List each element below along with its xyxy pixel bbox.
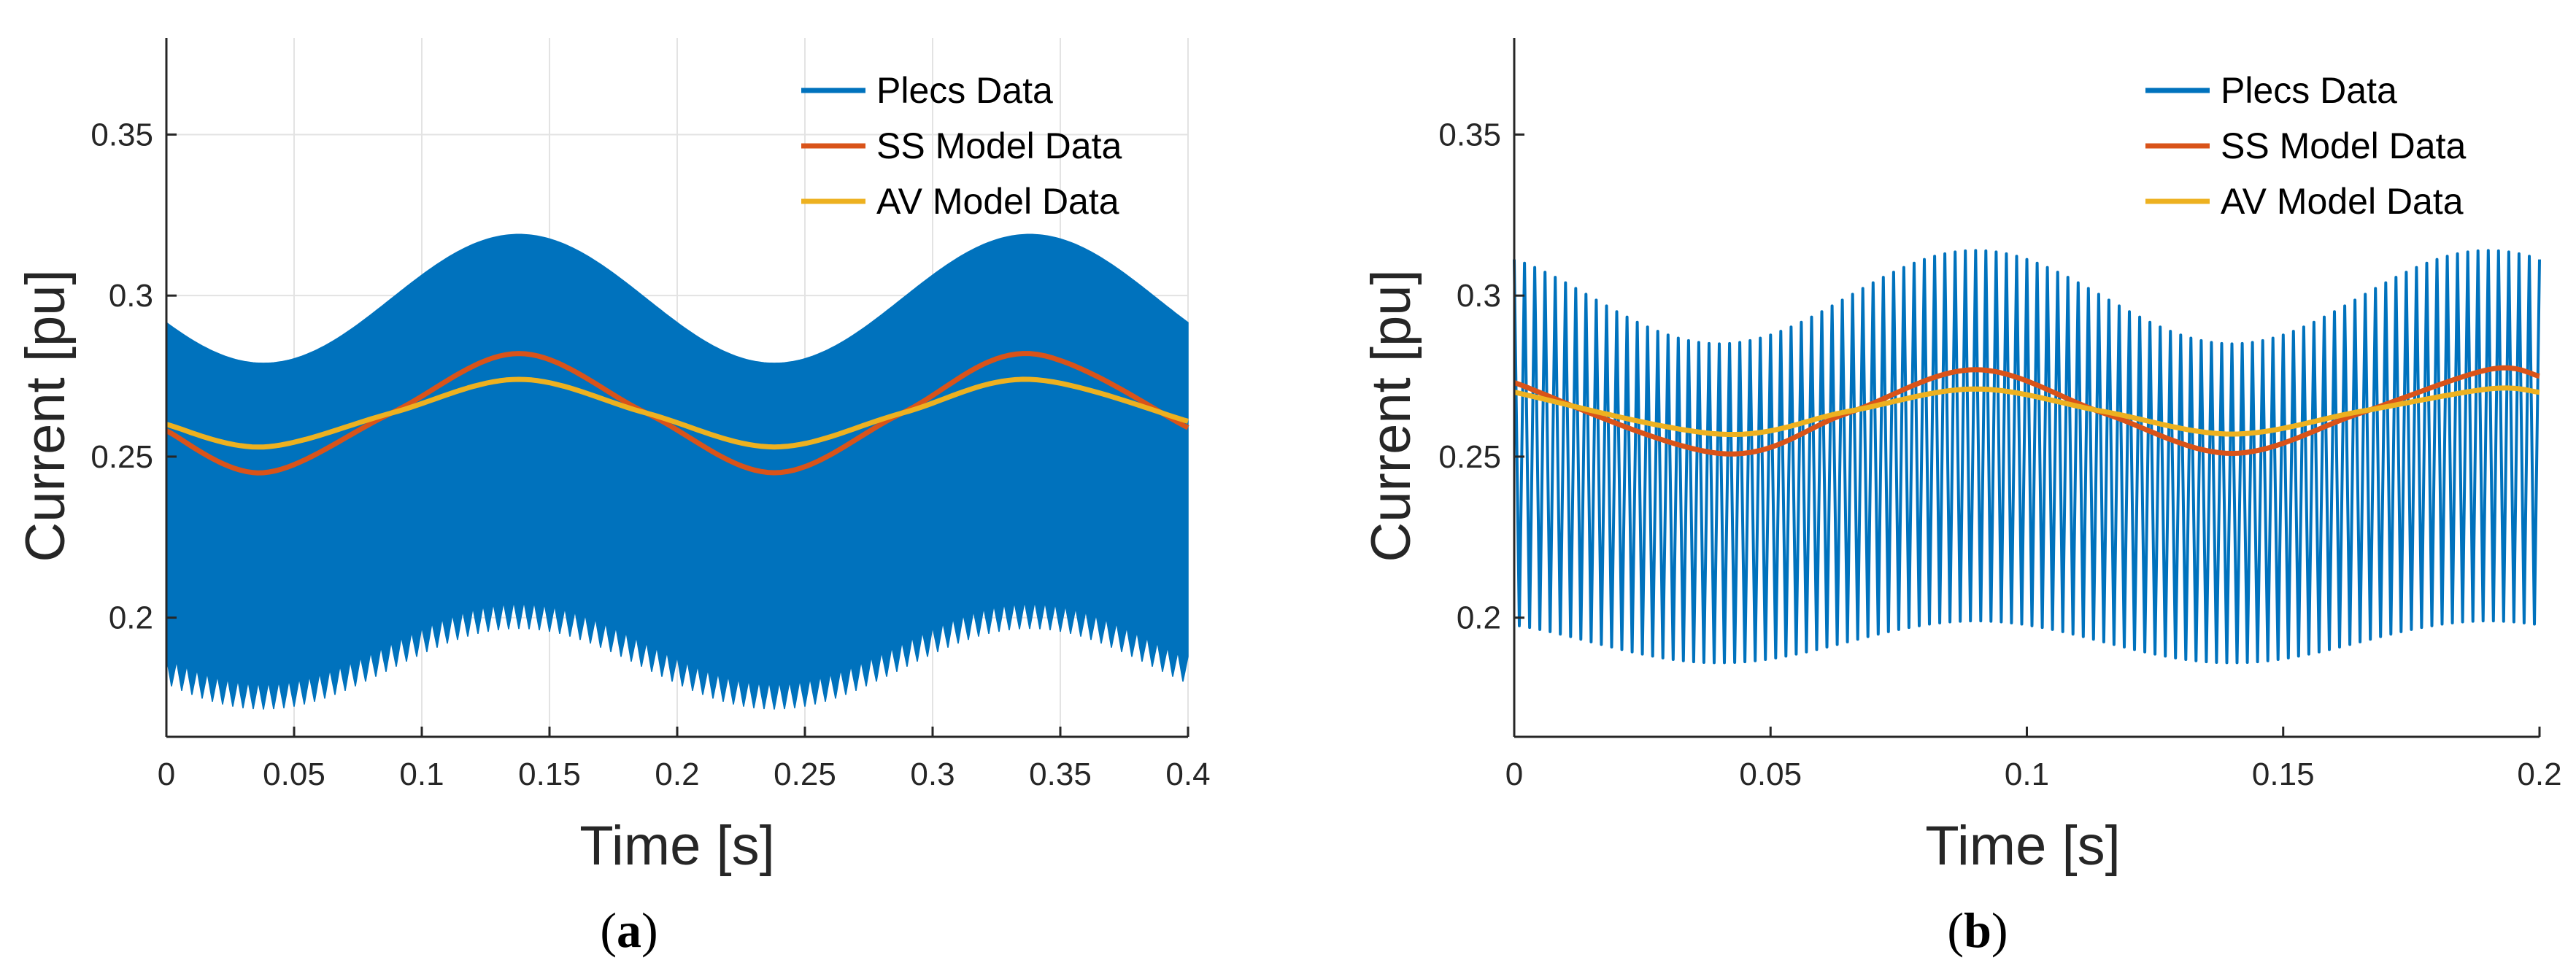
panel-b-y-tick-labels: 0.2 0.25 0.3 0.35 xyxy=(1438,117,1501,635)
panel-a-legend-av-label: AV Model Data xyxy=(876,181,1119,222)
panel-a-y-tick-labels: 0.2 0.25 0.3 0.35 xyxy=(90,117,153,635)
plecs-data-series xyxy=(1513,249,2541,665)
panel-b-legend-plecs-label: Plecs Data xyxy=(2221,70,2397,111)
y-tick-label-3: 0.35 xyxy=(1438,117,1501,152)
x-tick-label-1: 0.05 xyxy=(263,757,325,792)
panel-a-legend-ss-label: SS Model Data xyxy=(876,125,1122,166)
x-tick-label-6: 0.3 xyxy=(910,757,955,792)
y-tick-label-1: 0.25 xyxy=(1438,439,1501,475)
x-tick-label-7: 0.35 xyxy=(1029,757,1092,792)
panel-b-x-tick-labels: 0 0.05 0.1 0.15 0.2 xyxy=(1505,757,2562,792)
panel-a-legend: Plecs Data SS Model Data AV Model Data xyxy=(801,70,1122,222)
panel-b-y-axis-title: Current [pu] xyxy=(1360,269,1422,562)
panel-a-caption-letter: a xyxy=(617,902,641,958)
panel-a-x-tick-labels: 0 0.05 0.1 0.15 0.2 0.25 0.3 0.35 0.4 xyxy=(158,757,1211,792)
panel-b-legend-ss-label: SS Model Data xyxy=(2221,125,2466,166)
panel-a: 0 0.05 0.1 0.15 0.2 0.25 0.3 0.35 0.4 0.2 0.25 0.3… xyxy=(15,38,1211,958)
x-tick-label-4: 0.2 xyxy=(655,757,699,792)
x-tick-label-3: 0.15 xyxy=(2252,757,2315,792)
panel-a-caption: (a) xyxy=(600,902,658,958)
panel-b: 0 0.05 0.1 0.15 0.2 0.20.250.30.35 Time [s] … xyxy=(1360,38,2562,958)
x-tick-label-4: 0.2 xyxy=(2517,757,2561,792)
panel-b-legend-av-label: AV Model Data xyxy=(2221,181,2464,222)
panel-b-x-axis-title: Time [s] xyxy=(1925,815,2120,877)
panel-b-caption-letter: b xyxy=(1964,902,1991,958)
y-tick-label-2: 0.3 xyxy=(1457,278,1501,314)
x-tick-label-0: 0 xyxy=(1505,757,1523,792)
panel-a-x-axis-title: Time [s] xyxy=(579,815,774,877)
panel-a-plecs-series xyxy=(166,233,1189,710)
x-tick-label-0: 0 xyxy=(158,757,175,792)
x-tick-label-2: 0.1 xyxy=(2005,757,2049,792)
panel-a-legend-plecs-label: Plecs Data xyxy=(876,70,1053,111)
y-tick-label-3: 0.35 xyxy=(90,117,153,152)
panel-b-caption: (b) xyxy=(1947,902,2008,958)
y-tick-label-0: 0.2 xyxy=(109,600,153,636)
x-tick-label-5: 0.25 xyxy=(774,757,836,792)
panel-a-y-axis-title: Current [pu] xyxy=(15,269,77,562)
plecs-data-series xyxy=(166,233,1189,710)
panel-b-plecs-series xyxy=(1513,249,2541,665)
panel-a-model-series xyxy=(165,351,1189,476)
x-tick-label-8: 0.4 xyxy=(1165,757,1210,792)
y-tick-label-2: 0.3 xyxy=(109,278,153,314)
y-tick-label-1: 0.25 xyxy=(90,439,153,475)
x-tick-label-1: 0.05 xyxy=(1739,757,1802,792)
y-tick-label-0: 0.2 xyxy=(1457,600,1501,636)
av-model-series xyxy=(1513,385,2541,437)
panel-b-legend: Plecs Data SS Model Data AV Model Data xyxy=(2145,70,2466,222)
panel-b-model-series xyxy=(1513,365,2541,457)
panel-b-axes xyxy=(1513,38,2541,738)
av-model-series xyxy=(166,376,1189,450)
x-tick-label-2: 0.1 xyxy=(399,757,444,792)
x-tick-label-3: 0.15 xyxy=(518,757,581,792)
panel-a-axes xyxy=(165,38,1189,738)
